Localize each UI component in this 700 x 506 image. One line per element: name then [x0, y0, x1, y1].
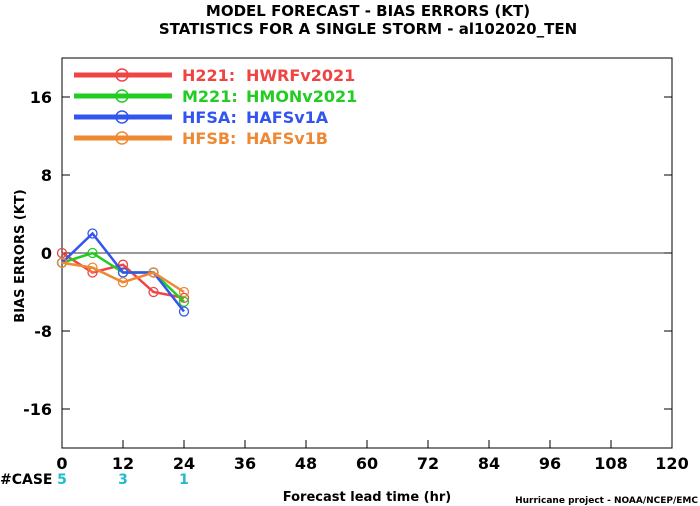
data-point: [178, 296, 190, 307]
case-count: 3: [118, 472, 128, 488]
y-axis-ticks: -16 -8 0 8 16: [23, 88, 672, 419]
series-HAFSv1B: [56, 257, 190, 298]
case-count: 1: [179, 472, 189, 488]
x-tick-label: 0: [56, 454, 67, 473]
data-point: [148, 286, 159, 298]
data-point: [87, 262, 98, 273]
data-point: [148, 267, 159, 278]
data-point: [117, 277, 129, 288]
series-line: [61, 261, 185, 294]
x-tick-label: 48: [295, 454, 317, 473]
data-point: [87, 228, 98, 239]
legend-entry: HFSA: HAFSv1A: [74, 108, 329, 127]
chart-subtitle: STATISTICS FOR A SINGLE STORM - al102020…: [159, 20, 577, 38]
legend-swatch-marker: [115, 68, 129, 82]
legend-label: H221:: [182, 66, 235, 85]
series-line: [61, 231, 185, 313]
y-tick-label: -16: [23, 400, 52, 419]
data-point: [178, 306, 190, 317]
x-tick-label: 36: [234, 454, 256, 473]
y-axis-label: BIAS ERRORS (KT): [13, 189, 28, 322]
case-count: 5: [57, 472, 67, 488]
x-tick-label: 108: [594, 454, 627, 473]
x-axis-label: Forecast lead time (hr): [283, 490, 451, 505]
chart-title: MODEL FORECAST - BIAS ERRORS (KT): [206, 2, 530, 20]
legend-swatch-marker: [115, 131, 129, 145]
x-axis-ticks: 0 12 24 36 48 60 72 84 96 108 120: [56, 440, 689, 473]
series-lines: [56, 228, 190, 317]
legend: H221: HWRFv2021 M221: HMONv2021 HFSA: HAFSv1A…: [74, 66, 357, 148]
x-tick-label: 120: [655, 454, 688, 473]
x-tick-label: 12: [112, 454, 134, 473]
case-label: #CASE: [0, 472, 53, 488]
legend-entry: HFSB: HAFSv1B: [74, 129, 328, 148]
data-point: [117, 259, 129, 270]
data-point: [56, 257, 68, 268]
data-point: [87, 247, 98, 259]
data-point: [56, 247, 68, 259]
legend-name: HAFSv1A: [246, 108, 329, 127]
case-counts: 5 3 1: [57, 472, 189, 488]
x-tick-label: 24: [173, 454, 195, 473]
series-HAFSv1A: [56, 228, 190, 317]
data-point: [117, 267, 129, 278]
y-tick-label: -8: [34, 322, 52, 341]
legend-swatch-marker: [115, 110, 129, 124]
legend-name: HAFSv1B: [246, 129, 328, 148]
data-point: [178, 286, 190, 298]
y-tick-label: 0: [41, 244, 52, 263]
legend-label: HFSB:: [182, 129, 236, 148]
legend-label: M221:: [182, 87, 238, 106]
legend-name: HMONv2021: [246, 87, 357, 106]
x-tick-label: 84: [478, 454, 500, 473]
legend-entry: H221: HWRFv2021: [74, 66, 355, 85]
legend-entry: M221: HMONv2021: [74, 87, 357, 106]
x-tick-label: 60: [356, 454, 378, 473]
y-tick-label: 16: [30, 88, 52, 107]
legend-label: HFSA:: [182, 108, 237, 127]
x-tick-label: 72: [417, 454, 439, 473]
x-tick-label: 96: [539, 454, 561, 473]
legend-swatch-marker: [115, 89, 129, 103]
credit-text: Hurricane project - NOAA/NCEP/EMC: [515, 496, 698, 506]
series-HWRFv2021: [56, 247, 190, 304]
legend-name: HWRFv2021: [246, 66, 355, 85]
y-tick-label: 8: [41, 166, 52, 185]
